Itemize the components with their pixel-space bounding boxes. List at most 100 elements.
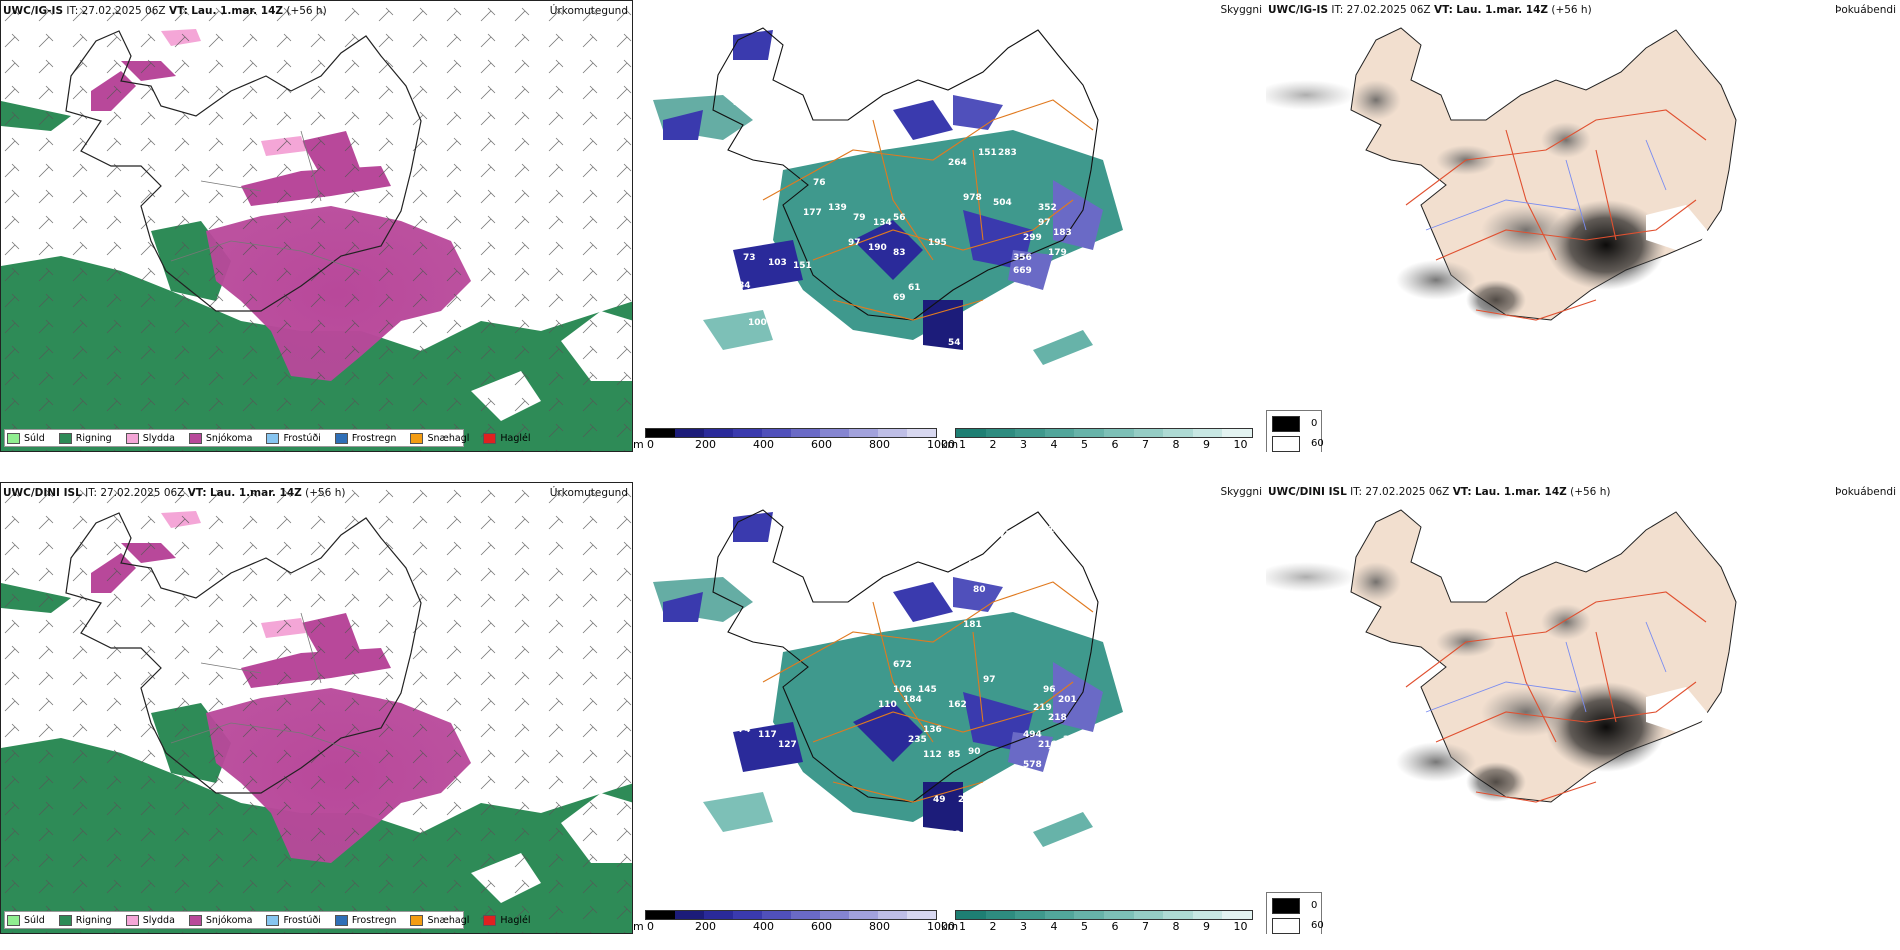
visibility-value-label: 195: [928, 238, 947, 248]
model-row: UWC/IG-IS IT: 27.02.2025 06Z VT: Lau. 1.…: [0, 0, 1900, 456]
colorbar-tick: 5: [1081, 438, 1088, 451]
model-row: UWC/DINI ISL IT: 27.02.2025 06Z VT: Lau.…: [0, 482, 1900, 938]
visibility-value-label: 145: [918, 685, 937, 695]
visibility-value-label: 299: [1023, 233, 1042, 243]
legend-label: Haglél: [500, 914, 531, 926]
colorbar-swatch: [907, 429, 936, 437]
visibility-value-label: 76: [813, 178, 826, 188]
colorbar-tick: 9: [1203, 438, 1210, 451]
precip-type-panel: UWC/DINI ISL IT: 27.02.2025 06Z VT: Lau.…: [0, 482, 633, 934]
colorbar-km-swatches: [955, 428, 1253, 438]
legend-label: Snjókoma: [205, 432, 253, 444]
legend-swatch: [483, 914, 497, 926]
panel-variable-label: Úrkomutegund: [549, 487, 628, 499]
colorbar-tick: 4: [1050, 920, 1058, 933]
colorbar-swatch: [733, 911, 762, 919]
colorbar-swatch: [791, 911, 820, 919]
visibility-value-label: 97: [1038, 218, 1051, 228]
colorbar-tick: 1: [959, 438, 966, 451]
colorbar-swatch: [704, 429, 733, 437]
visibility-value-label: 123: [968, 540, 987, 550]
valid-time-label: VT:: [187, 487, 207, 499]
colorbar-swatch: [820, 429, 849, 437]
colorbar-swatch: [646, 911, 675, 919]
colorbar-swatch: [791, 429, 820, 437]
colorbar-swatch: [1103, 429, 1134, 437]
legend-item: Frostregn: [334, 914, 396, 926]
visibility-value-label: 272: [993, 530, 1012, 540]
legend-item: Frostregn: [334, 432, 396, 444]
legend-item: Haglél: [483, 914, 531, 926]
visibility-value-label: 74: [738, 725, 751, 735]
legend-label: Rigning: [75, 432, 112, 444]
visibility-value-label: 151: [1088, 293, 1107, 303]
colorbar-tick: 600: [811, 920, 832, 933]
visibility-value-label: 71: [778, 103, 791, 113]
colorbar-swatch: [985, 911, 1016, 919]
visibility-value-label: 218: [1048, 713, 1067, 723]
visibility-value-label: 117: [758, 730, 777, 740]
panel-variable-label: Þokuábendi: [1835, 4, 1896, 16]
visibility-panel: 223 84 71 83 58 71 119 264 151 283 978 504 352 76 177 1…: [633, 0, 1266, 452]
valid-time-label: VT:: [168, 5, 188, 17]
legend-item: Súld: [7, 432, 45, 444]
legend-label: Rigning: [75, 914, 112, 926]
legend-item: Súld: [7, 914, 45, 926]
colorbar-swatch: [733, 429, 762, 437]
legend-swatch: [7, 432, 20, 444]
legend-item: Snjókoma: [188, 914, 252, 926]
precip-type-map: [1, 483, 632, 933]
valid-time: Lau. 1.mar. 14Z: [1474, 486, 1567, 498]
visibility-value-label: 494: [1023, 730, 1042, 740]
colorbar-tick: 1000: [927, 438, 955, 451]
visibility-value-label: 83: [893, 248, 906, 258]
colorbar-swatch: [1133, 429, 1164, 437]
visibility-value-label: 179: [1048, 248, 1067, 258]
legend-swatch: [334, 914, 348, 926]
visibility-value-label: 110: [878, 700, 897, 710]
visibility-value-label: 103: [768, 258, 787, 268]
colorbar-m-swatches: [645, 428, 937, 438]
legend-label: Slydda: [142, 914, 175, 926]
colorbar-tick: 9: [1203, 920, 1210, 933]
visibility-value-label: 139: [828, 203, 847, 213]
visibility-value-label: 141: [818, 515, 837, 525]
fog-legend-swatch: [1272, 898, 1300, 914]
colorbar-tick: 2: [989, 920, 997, 933]
fog-legend-swatch: [1272, 436, 1300, 452]
panel-title: UWC/IG-IS IT: 27.02.2025 06Z VT: Lau. 1.…: [1268, 4, 1592, 16]
legend-swatch: [410, 914, 424, 926]
visibility-value-label: 112: [923, 750, 942, 760]
visibility-value-label: 139: [818, 550, 837, 560]
model-name: UWC/DINI ISL: [3, 487, 82, 499]
colorbar-tick: 8: [1172, 438, 1180, 451]
colorbar-tick: 800: [869, 920, 890, 933]
visibility-value-label: 61: [908, 283, 921, 293]
colorbar-tick: 1: [959, 920, 966, 933]
visibility-value-label: 273: [1063, 760, 1082, 770]
legend-swatch: [58, 914, 72, 926]
visibility-value-label: 167: [798, 515, 817, 525]
visibility-value-label: 157: [1063, 293, 1082, 303]
panel-title: UWC/IG-IS IT: 27.02.2025 06Z VT: Lau. 1.…: [3, 5, 327, 17]
legend-swatch: [266, 432, 280, 444]
colorbar-swatch: [878, 911, 907, 919]
colorbar-tick: 7: [1142, 920, 1149, 933]
colorbar-tick: 200: [695, 438, 716, 451]
colorbar-tick: 200: [695, 920, 716, 933]
legend-label: Slydda: [142, 432, 175, 444]
colorbar-swatch: [1222, 429, 1252, 437]
legend-item: Slydda: [125, 432, 175, 444]
visibility-value-label: 58: [733, 98, 746, 108]
colorbar-swatch: [1192, 429, 1223, 437]
colorbar-swatch: [1103, 911, 1134, 919]
colorbar-tick: 7: [1142, 438, 1149, 451]
colorbar-swatch: [956, 429, 986, 437]
visibility-value-label: 181: [963, 620, 982, 630]
legend-item: Snjókoma: [188, 432, 253, 444]
fog-map: [1266, 0, 1900, 452]
colorbar-swatch: [1074, 429, 1104, 437]
visibility-value-label: 38: [948, 830, 961, 840]
legend-swatch: [483, 432, 497, 444]
